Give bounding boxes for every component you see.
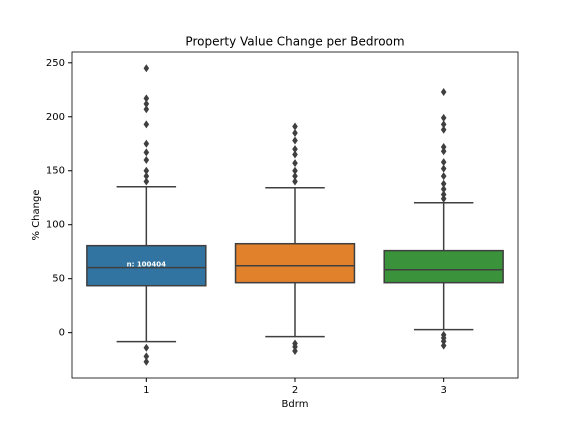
y-axis-label: % Change — [31, 190, 42, 241]
outlier — [143, 120, 150, 129]
outlier — [440, 164, 447, 173]
y-tick-label: 200 — [46, 112, 65, 123]
outlier — [440, 120, 447, 129]
outlier — [292, 150, 298, 159]
box — [86, 244, 207, 287]
outlier — [143, 94, 150, 103]
outlier — [143, 166, 150, 175]
outlier — [143, 177, 150, 186]
x-tick-label: 1 — [143, 385, 149, 396]
outlier — [440, 113, 447, 122]
annotation: n: 100404 — [127, 261, 167, 269]
outlier — [440, 158, 447, 167]
outlier — [440, 341, 447, 350]
outlier — [292, 145, 298, 154]
outlier — [143, 155, 150, 164]
outlier — [440, 172, 447, 181]
outlier — [143, 343, 150, 352]
outlier — [143, 148, 150, 157]
outlier — [143, 105, 150, 114]
outlier — [292, 342, 298, 351]
outlier — [143, 172, 150, 181]
outlier — [292, 177, 298, 186]
outlier — [440, 142, 447, 151]
outlier — [143, 357, 150, 366]
outlier — [440, 185, 447, 194]
outlier — [440, 194, 447, 203]
x-tick-label: 2 — [292, 385, 298, 396]
outlier — [440, 147, 447, 156]
outlier — [292, 172, 298, 181]
outlier — [143, 99, 150, 108]
x-tick-label: 3 — [440, 385, 446, 396]
chart-title: Property Value Change per Bedroom — [185, 35, 404, 49]
outlier — [440, 337, 447, 346]
outlier — [143, 352, 150, 361]
outlier — [292, 136, 298, 145]
y-tick-label: 250 — [46, 58, 65, 69]
y-tick-label: 0 — [59, 328, 65, 339]
box — [383, 249, 504, 284]
outlier — [143, 139, 150, 148]
y-tick-label: 100 — [46, 220, 65, 231]
outlier — [440, 125, 447, 134]
plot-frame — [71, 51, 519, 379]
outlier — [292, 159, 298, 168]
outlier — [292, 166, 298, 175]
outlier — [440, 179, 447, 188]
x-axis-label: Bdrm — [282, 399, 309, 410]
outlier — [440, 87, 447, 96]
outlier — [440, 190, 447, 199]
outlier — [292, 122, 298, 131]
outlier — [292, 128, 298, 137]
outlier — [143, 64, 150, 73]
box — [234, 242, 356, 284]
y-tick-label: 150 — [46, 166, 65, 177]
y-tick-label: 50 — [52, 274, 65, 285]
outlier — [292, 347, 298, 356]
